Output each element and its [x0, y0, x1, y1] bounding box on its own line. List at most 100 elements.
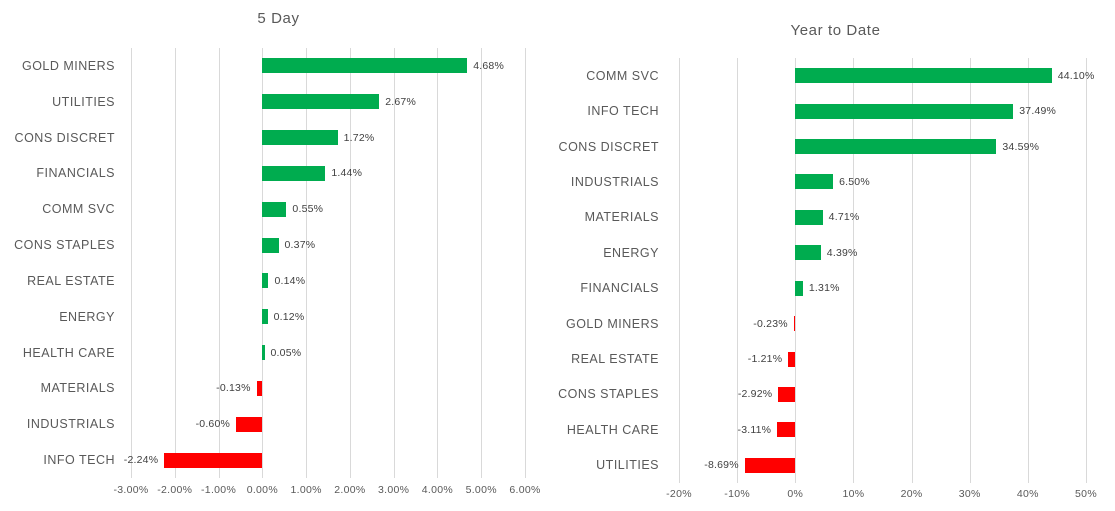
gridline [1027, 58, 1029, 483]
category-label: MATERIALS [584, 210, 659, 225]
positive-bar [795, 139, 997, 155]
x-axis-tick-label: 1.00% [290, 484, 322, 496]
positive-bar [262, 165, 326, 181]
value-label: 2.67% [385, 95, 416, 108]
x-axis-tick-label: 50% [1075, 488, 1097, 500]
chart-year-to-date: Year to Date -20% -10% 0% 10% 20% 30% 40% 50% CO… [557, 0, 1114, 511]
negative-bar [256, 380, 263, 396]
positive-bar [262, 58, 468, 74]
category-label: REAL ESTATE [571, 352, 659, 367]
value-label: 0.05% [270, 346, 302, 359]
value-label: 37.49% [1019, 105, 1057, 118]
x-axis-tick-label: 3.00% [378, 484, 410, 496]
gridline [737, 58, 739, 483]
category-label: UTILITIES [52, 94, 115, 109]
gridline [481, 48, 483, 478]
positive-bar [262, 130, 338, 146]
gridline [525, 48, 526, 478]
value-label: -2.92% [737, 388, 773, 401]
category-label: GOLD MINERS [21, 58, 115, 73]
value-label: -0.60% [195, 418, 231, 431]
category-label: CONS DISCRET [558, 139, 659, 154]
category-label: INFO TECH [43, 453, 115, 468]
negative-bar [788, 351, 796, 367]
gridline [349, 48, 351, 478]
category-label: FINANCIALS [580, 281, 659, 296]
value-label: -3.11% [737, 423, 772, 436]
x-axis-tick-label: 6.00% [509, 484, 541, 496]
category-label: COMM SVC [586, 68, 659, 83]
category-label: INDUSTRIALS [26, 417, 115, 432]
value-label: 4.68% [473, 59, 504, 72]
negative-bar [793, 316, 796, 332]
gridline [969, 58, 971, 483]
positive-bar [262, 345, 265, 361]
x-axis-tick-label: 0% [787, 488, 804, 500]
x-axis-tick-label: -1.00% [201, 484, 237, 496]
x-axis-tick-label: -20% [666, 488, 692, 500]
category-label: CONS DISCRET [14, 130, 115, 145]
positive-bar [262, 201, 287, 217]
value-label: 1.72% [343, 131, 375, 144]
chart-title-5-day: 5 Day [257, 10, 300, 27]
category-label: INDUSTRIALS [570, 174, 659, 189]
value-label: 0.14% [274, 274, 306, 287]
x-axis-tick-label: 0.00% [246, 484, 278, 496]
category-label: CONS STAPLES [14, 238, 115, 253]
negative-bar [236, 416, 263, 432]
value-label: -2.24% [123, 454, 159, 467]
positive-bar [262, 94, 380, 110]
x-axis-tick-label: 20% [900, 488, 923, 500]
value-label: -8.69% [704, 459, 739, 472]
gridline [1086, 58, 1087, 483]
value-label: -0.13% [216, 382, 251, 395]
gridline [795, 58, 797, 483]
x-axis-tick-label: -2.00% [157, 484, 193, 496]
positive-bar [795, 174, 834, 190]
category-label: GOLD MINERS [565, 316, 659, 331]
x-axis-tick-label: 5.00% [465, 484, 497, 496]
gridline [131, 48, 132, 478]
x-axis-tick-label: -3.00% [113, 484, 149, 496]
category-label: MATERIALS [40, 381, 115, 396]
category-label: REAL ESTATE [27, 273, 115, 288]
positive-bar [795, 68, 1052, 84]
value-label: -1.21% [747, 353, 783, 366]
category-label: INFO TECH [587, 104, 659, 119]
x-axis-tick-label: 2.00% [334, 484, 366, 496]
gridline [174, 48, 176, 478]
positive-bar [262, 309, 268, 325]
value-label: 0.37% [284, 239, 316, 252]
value-label: 1.31% [808, 282, 840, 295]
negative-bar [744, 457, 796, 473]
x-axis-tick-label: 10% [842, 488, 865, 500]
category-label: CONS STAPLES [558, 387, 659, 402]
value-label: -0.23% [753, 317, 788, 330]
negative-bar [777, 422, 796, 438]
negative-bar [164, 452, 263, 468]
x-axis-tick-label: 30% [958, 488, 981, 500]
category-label: HEALTH CARE [566, 422, 659, 437]
category-label: UTILITIES [596, 458, 659, 473]
category-label: COMM SVC [42, 202, 115, 217]
value-label: 44.10% [1057, 69, 1095, 82]
value-label: 0.55% [292, 203, 324, 216]
gridline [218, 48, 220, 478]
value-label: 6.50% [839, 175, 870, 188]
positive-bar [795, 280, 803, 296]
category-label: ENERGY [59, 309, 115, 324]
positive-bar [262, 273, 269, 289]
x-axis-tick-label: -10% [724, 488, 750, 500]
chart-5-day: 5 Day -3.00% -2.00% -1.00% 0.00% 1.00% 2.00% 3… [0, 0, 557, 511]
negative-bar [778, 386, 796, 402]
value-label: 0.12% [273, 310, 305, 323]
category-label: HEALTH CARE [22, 345, 115, 360]
chart-title-year-to-date: Year to Date [790, 22, 881, 39]
gridline [437, 48, 439, 478]
gridline [262, 48, 264, 478]
gridline [393, 48, 395, 478]
category-label: FINANCIALS [36, 166, 115, 181]
gridline [306, 48, 308, 478]
positive-bar [795, 103, 1014, 119]
